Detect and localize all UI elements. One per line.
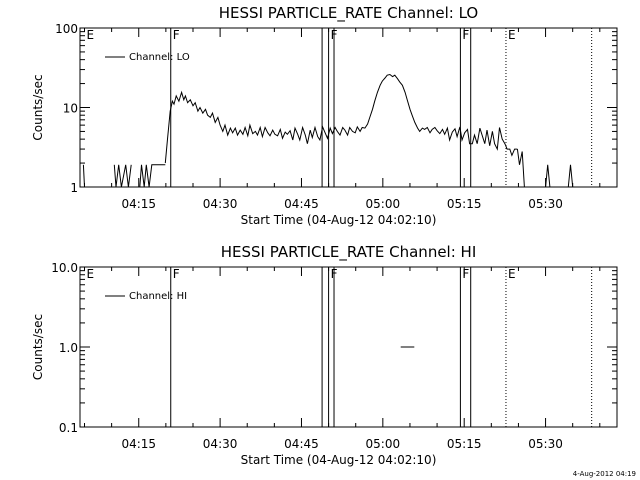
x-tick-label: 05:30 xyxy=(528,437,563,451)
x-tick-label: 04:45 xyxy=(284,437,319,451)
y-axis-label: Counts/sec xyxy=(31,74,45,140)
x-tick-label: 05:00 xyxy=(366,197,401,211)
series-line-segment xyxy=(113,164,132,188)
y-tick-label: 10.0 xyxy=(51,261,78,275)
y-tick-label: 0.1 xyxy=(59,421,78,435)
legend-label: Channel: HI xyxy=(129,291,187,302)
lo-channel-panel: HESSI PARTICLE_RATE Channel: LO 1 10 100 04:… xyxy=(31,4,618,227)
event-marker-label: E xyxy=(508,28,516,42)
event-marker-label: F xyxy=(173,28,180,42)
series-line-segment xyxy=(139,164,166,188)
series-line-segment xyxy=(567,164,574,188)
series-line-segment xyxy=(516,149,525,188)
chart-title: HESSI PARTICLE_RATE Channel: LO xyxy=(219,4,478,23)
event-marker-label: F xyxy=(462,28,469,42)
event-marker-label: E xyxy=(87,28,95,42)
x-tick-label: 04:15 xyxy=(121,437,156,451)
x-tick-label: 04:30 xyxy=(203,197,238,211)
x-tick-label: 04:30 xyxy=(203,437,238,451)
y-tick-label: 10 xyxy=(63,102,78,116)
series-line-segment xyxy=(545,164,551,188)
legend-label: Channel: LO xyxy=(129,52,190,63)
y-tick-label: 1 xyxy=(70,181,78,195)
x-tick-label: 04:45 xyxy=(284,197,319,211)
event-marker-label: E xyxy=(87,267,95,281)
series-line-segment xyxy=(82,164,86,188)
event-marker-label: F xyxy=(173,267,180,281)
x-tick-label: 04:15 xyxy=(121,197,156,211)
event-marker-label: E xyxy=(508,267,516,281)
x-tick-label: 05:15 xyxy=(447,437,482,451)
x-tick-label: 05:30 xyxy=(528,197,563,211)
x-axis-label: Start Time (04-Aug-12 04:02:10) xyxy=(241,213,437,227)
series-line-segment xyxy=(164,73,518,164)
chart-title: HESSI PARTICLE_RATE Channel: HI xyxy=(221,243,477,262)
y-tick-label: 100 xyxy=(55,22,78,36)
x-tick-label: 05:00 xyxy=(366,437,401,451)
x-axis-label: Start Time (04-Aug-12 04:02:10) xyxy=(241,453,437,467)
hi-channel-panel: HESSI PARTICLE_RATE Channel: HI 0.1 1.0 10.… xyxy=(31,243,618,467)
y-tick-label: 1.0 xyxy=(59,341,78,355)
y-axis-label: Counts/sec xyxy=(31,314,45,380)
event-marker-label: F xyxy=(462,267,469,281)
x-tick-label: 05:15 xyxy=(447,197,482,211)
timestamp-footer: 4-Aug-2012 04:19 xyxy=(573,470,636,478)
